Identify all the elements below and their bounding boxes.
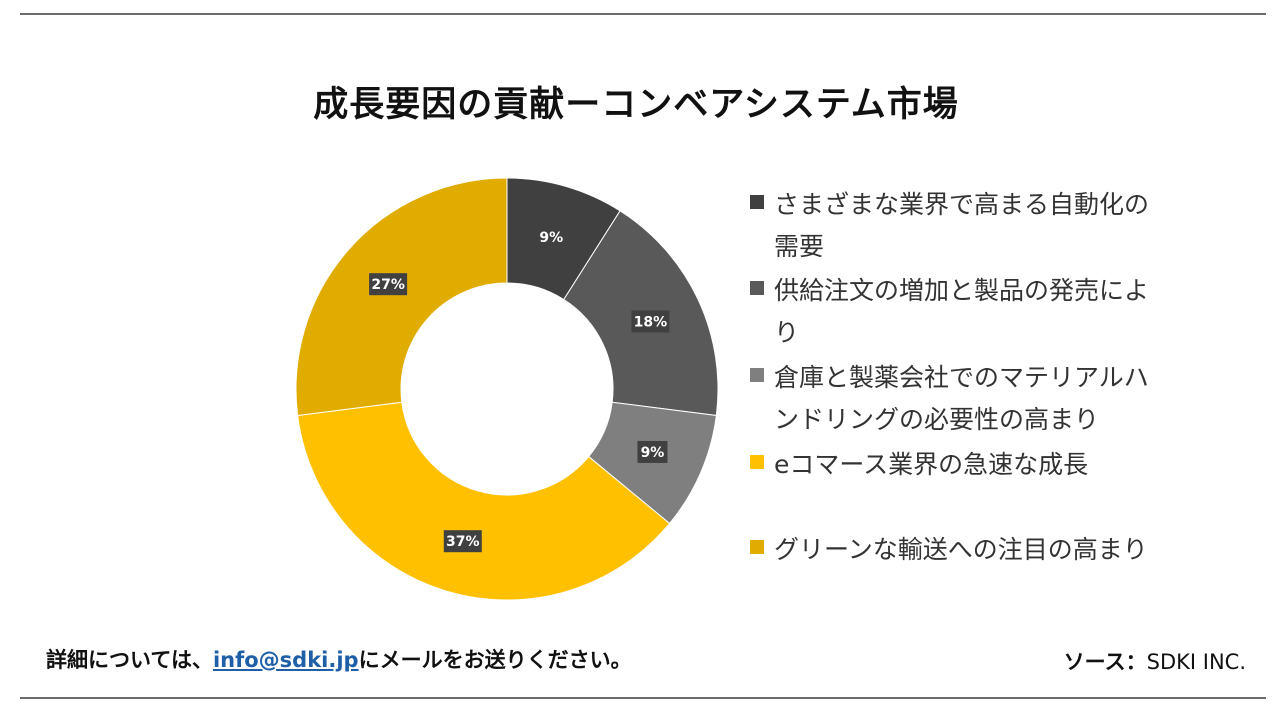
legend-swatch xyxy=(750,368,764,382)
contact-suffix: にメールをお送りください。 xyxy=(358,648,632,672)
legend-label: グリーンな輸送への注目の高まり xyxy=(774,529,1148,571)
data-label: 9% xyxy=(536,225,567,248)
legend-label: eコマース業界の急速な成長 xyxy=(774,444,1088,486)
legend-label: さまざまな業界で高まる自動化の 需要 xyxy=(774,184,1149,268)
source-note: ソース：SDKI INC. xyxy=(1064,646,1246,676)
data-label: 27% xyxy=(369,273,408,296)
legend-swatch xyxy=(750,540,764,554)
data-label-text: 27% xyxy=(371,277,405,293)
legend-item: グリーンな輸送への注目の高まり xyxy=(750,529,1190,571)
legend-label-line: eコマース業界の急速な成長 xyxy=(774,450,1089,479)
data-label: 18% xyxy=(631,310,670,333)
legend-item: eコマース業界の急速な成長 xyxy=(750,444,1190,486)
source-value: SDKI INC. xyxy=(1146,650,1246,674)
legend-label-line: グリーンな輸送への注目の高まり xyxy=(774,535,1148,564)
data-label-text: 9% xyxy=(539,230,563,246)
legend-label-line: 供給注文の増加と製品の発売によ xyxy=(774,276,1150,305)
legend-label-line: 倉庫と製薬会社でのマテリアルハ xyxy=(774,363,1149,392)
data-label-text: 9% xyxy=(641,445,665,461)
data-label: 37% xyxy=(443,530,482,553)
legend-label-line: 需要 xyxy=(774,232,825,261)
legend-swatch xyxy=(750,195,764,209)
data-label-text: 37% xyxy=(446,534,480,550)
legend-item: 供給注文の増加と製品の発売により xyxy=(750,270,1190,354)
bottom-rule xyxy=(20,697,1266,699)
legend-label-line: さまざまな業界で高まる自動化の xyxy=(774,190,1150,219)
contact-email-link[interactable]: info@sdki.jp xyxy=(212,648,359,672)
data-label: 9% xyxy=(637,440,668,463)
legend-swatch xyxy=(750,455,764,469)
legend-label: 倉庫と製薬会社でのマテリアルハ ンドリングの必要性の高まり xyxy=(774,357,1149,441)
chart-title: 成長要因の貢献ーコンベアシステム市場 xyxy=(313,85,959,125)
legend-label-line: り xyxy=(774,318,800,347)
donut-slice xyxy=(297,401,671,601)
contact-prefix: 詳細については、 xyxy=(46,648,213,672)
legend-item: さまざまな業界で高まる自動化の 需要 xyxy=(750,184,1190,268)
legend-label-line: ンドリングの必要性の高まり xyxy=(774,405,1100,434)
top-rule xyxy=(20,13,1266,15)
data-label-text: 18% xyxy=(634,315,668,331)
contact-note: 詳細については、info@sdki.jpにメールをお送りください。 xyxy=(46,644,632,674)
legend-swatch xyxy=(750,281,764,295)
legend-label: 供給注文の増加と製品の発売により xyxy=(774,270,1149,354)
donut-slice xyxy=(295,177,508,417)
legend-item: 倉庫と製薬会社でのマテリアルハ ンドリングの必要性の高まり xyxy=(750,357,1190,441)
source-label: ソース： xyxy=(1063,650,1147,674)
